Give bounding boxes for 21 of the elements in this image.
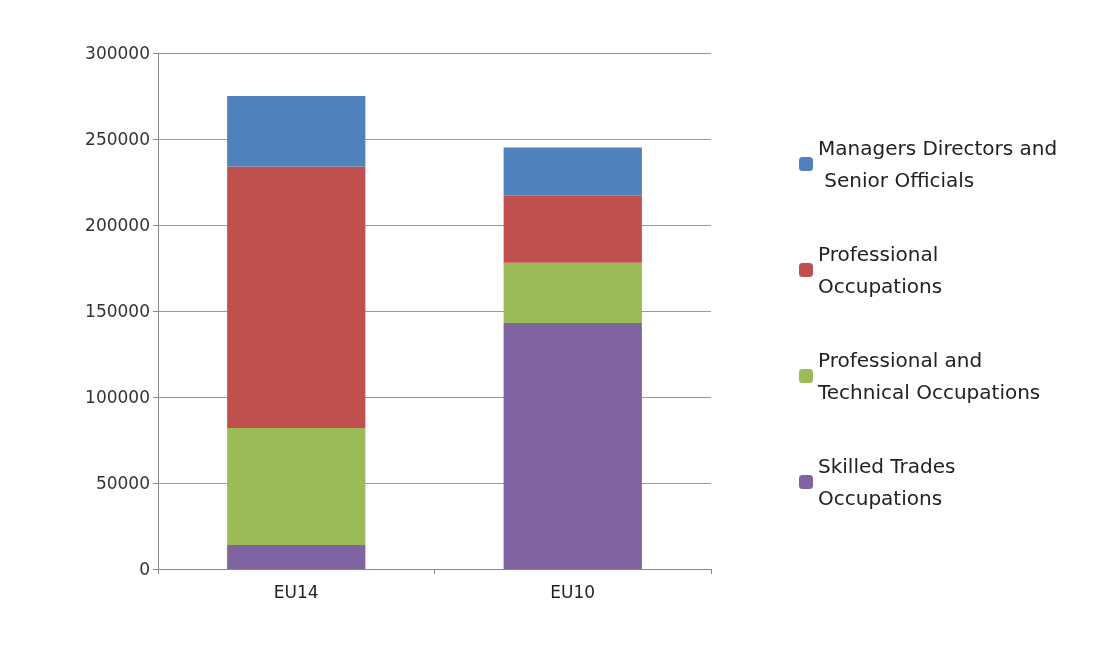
y-tick-label: 50000 (95, 473, 150, 493)
legend-label: Professional Occupations (818, 242, 945, 298)
bar (503, 262, 642, 324)
y-tick-label: 0 (139, 559, 150, 579)
bar (503, 195, 642, 263)
legend-label: Managers Directors and Senior Officials (818, 136, 1058, 192)
bar (227, 427, 366, 545)
bar (227, 166, 366, 428)
bar (503, 323, 642, 569)
y-tick-label: 150000 (85, 301, 150, 321)
bar (227, 96, 366, 167)
bar (503, 147, 642, 196)
x-tick-label: EU10 (550, 581, 596, 602)
legend-label: Skilled Trades Occupations (818, 454, 962, 510)
bar (227, 544, 366, 569)
y-tick-label: 250000 (85, 129, 150, 149)
y-tick-label: 300000 (85, 43, 150, 63)
y-tick-label: 100000 (85, 387, 150, 407)
y-tick-label: 200000 (85, 215, 150, 235)
x-tick-label: EU14 (273, 581, 319, 602)
legend-label: Professional and Technical Occupations (817, 348, 1041, 404)
